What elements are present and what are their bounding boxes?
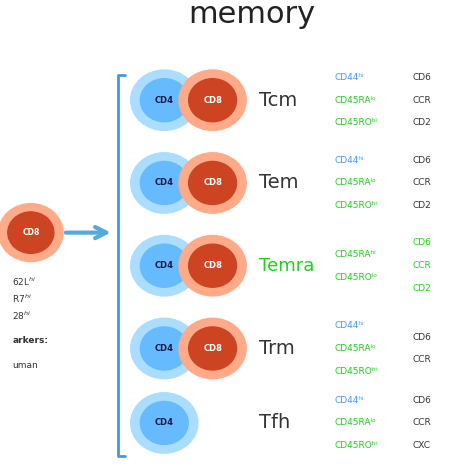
Circle shape <box>140 244 188 287</box>
Circle shape <box>131 70 198 130</box>
Text: CD2: CD2 <box>413 118 431 128</box>
Text: CD45ROʰⁱ: CD45ROʰⁱ <box>335 201 378 210</box>
Text: CCR: CCR <box>413 96 431 105</box>
Text: memory: memory <box>188 0 315 29</box>
Text: CD45ROʰⁱ: CD45ROʰⁱ <box>335 367 378 376</box>
Text: CD45ROᴵᵒ: CD45ROᴵᵒ <box>335 273 378 282</box>
Circle shape <box>140 79 188 122</box>
FancyArrowPatch shape <box>66 227 106 238</box>
Text: CD45RAᴵᵒ: CD45RAᴵᵒ <box>335 419 376 428</box>
Text: Trm: Trm <box>259 339 294 358</box>
Text: CD44ʰⁱ: CD44ʰⁱ <box>335 321 364 330</box>
Text: CD6: CD6 <box>413 238 432 247</box>
Text: CD45RAᴵᵒ: CD45RAᴵᵒ <box>335 96 376 105</box>
Circle shape <box>131 393 198 453</box>
Text: CD6: CD6 <box>413 396 432 405</box>
Text: CD4: CD4 <box>155 419 174 428</box>
Text: CD45ROʰⁱ: CD45ROʰⁱ <box>335 441 378 450</box>
Text: CD4: CD4 <box>155 261 174 270</box>
Circle shape <box>140 162 188 204</box>
Circle shape <box>189 79 237 122</box>
Circle shape <box>189 244 237 287</box>
Circle shape <box>189 162 237 204</box>
Text: CCR: CCR <box>413 356 431 365</box>
Circle shape <box>179 70 246 130</box>
Text: 28$^{hi}$: 28$^{hi}$ <box>12 309 32 321</box>
Circle shape <box>179 153 246 213</box>
Text: CD4: CD4 <box>155 179 174 187</box>
Text: CD8: CD8 <box>203 179 222 187</box>
Text: CD2: CD2 <box>413 284 431 293</box>
Text: CD44ʰⁱ: CD44ʰⁱ <box>335 396 364 405</box>
Text: CCR: CCR <box>413 261 431 270</box>
Text: CD45ROʰⁱ: CD45ROʰⁱ <box>335 118 378 128</box>
Text: CD6: CD6 <box>413 155 432 164</box>
Text: CCR: CCR <box>413 179 431 187</box>
Text: CD44ʰⁱ: CD44ʰⁱ <box>335 155 364 164</box>
Circle shape <box>140 401 188 445</box>
Circle shape <box>179 236 246 296</box>
Text: Tem: Tem <box>259 173 298 192</box>
Circle shape <box>179 318 246 379</box>
Text: 62L$^{hi}$: 62L$^{hi}$ <box>12 276 36 289</box>
Circle shape <box>131 318 198 379</box>
Text: CD8: CD8 <box>22 228 39 237</box>
Text: arkers:: arkers: <box>12 336 48 345</box>
Text: R7$^{hi}$: R7$^{hi}$ <box>12 292 32 305</box>
Text: CCR: CCR <box>413 419 431 428</box>
Text: CD6: CD6 <box>413 333 432 342</box>
Text: Tfh: Tfh <box>259 413 290 432</box>
Text: CD4: CD4 <box>155 344 174 353</box>
Text: Temra: Temra <box>259 257 314 275</box>
Text: uman: uman <box>12 361 38 370</box>
Text: CXC: CXC <box>413 441 431 450</box>
Circle shape <box>0 204 63 262</box>
Circle shape <box>8 212 54 253</box>
Text: CD44ʰⁱ: CD44ʰⁱ <box>335 73 364 82</box>
Text: CD8: CD8 <box>203 96 222 105</box>
Circle shape <box>189 327 237 370</box>
Text: CD45RAʰⁱ: CD45RAʰⁱ <box>335 250 376 259</box>
Text: CD2: CD2 <box>413 201 431 210</box>
Text: CD45RAᴵᵒ: CD45RAᴵᵒ <box>335 344 376 353</box>
Text: CD8: CD8 <box>203 261 222 270</box>
Circle shape <box>131 153 198 213</box>
Text: CD4: CD4 <box>155 96 174 105</box>
Text: CD6: CD6 <box>413 73 432 82</box>
Text: CD8: CD8 <box>203 344 222 353</box>
Text: Tcm: Tcm <box>259 91 297 109</box>
Text: CD45RAᴵᵒ: CD45RAᴵᵒ <box>335 179 376 187</box>
Circle shape <box>140 327 188 370</box>
Circle shape <box>131 236 198 296</box>
